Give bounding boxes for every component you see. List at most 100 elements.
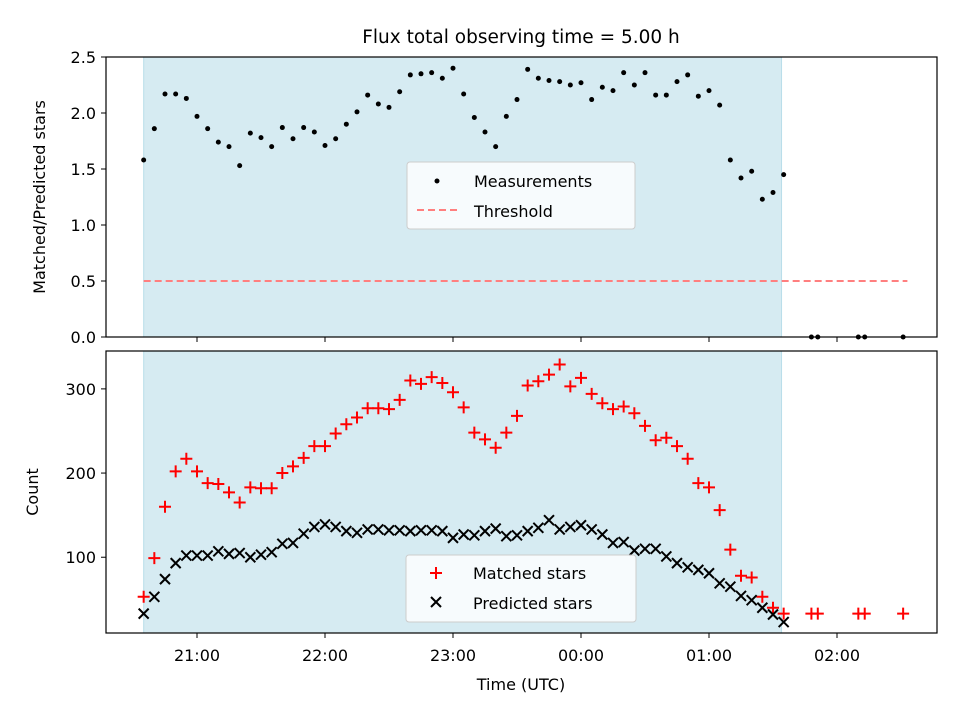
predicted-star-point [319, 518, 331, 531]
measurement-point [759, 196, 765, 202]
predicted-star-point [201, 549, 214, 562]
bottom-y-tick-label: 300 [65, 380, 96, 399]
matched-star-point [811, 607, 824, 620]
measurement-point [610, 88, 616, 94]
matched-star-point [191, 465, 203, 478]
matched-star-point [756, 590, 769, 603]
legend-predicted-marker [430, 596, 442, 608]
predicted-star-point [596, 528, 609, 541]
matched-star-point [858, 607, 871, 620]
measurement-point [173, 91, 179, 97]
measurement-point [407, 72, 413, 78]
matched-star-point [159, 500, 171, 513]
predicted-star-point [660, 550, 673, 563]
bottom-y-tick-label: 200 [65, 464, 96, 483]
predicted-star-point [756, 602, 769, 614]
matched-star-point [585, 387, 598, 400]
matched-star-point [297, 451, 310, 464]
top-y-tick-label: 0.5 [71, 272, 96, 291]
predicted-star-point [500, 530, 513, 542]
matched-star-point [777, 607, 790, 620]
legend-measurements-label: Measurements [474, 172, 592, 191]
legend-threshold-label: Threshold [473, 202, 553, 221]
top-y-tick-label: 0.0 [71, 328, 96, 347]
matched-star-point [329, 427, 342, 440]
measurement-point [247, 130, 253, 136]
predicted-star-point [393, 524, 406, 537]
matched-star-point [244, 481, 257, 494]
matched-star-point [425, 371, 438, 384]
measurement-point [727, 157, 733, 163]
top-panel-frame [105, 56, 938, 338]
measurement-point [514, 97, 520, 103]
measurement-point [717, 102, 723, 108]
predicted-star-point [223, 548, 235, 560]
measurement-point [567, 82, 573, 88]
bottom-panel-frame [105, 350, 938, 634]
matched-star-point [500, 426, 513, 439]
matched-star-point [897, 607, 910, 620]
x-tick-label: 22:00 [302, 646, 348, 665]
predicted-star-point [383, 524, 395, 537]
predicted-star-point [468, 529, 481, 542]
measurement-point [685, 72, 691, 78]
measurement-point [493, 144, 499, 150]
matched-star-point [724, 543, 737, 556]
predicted-star-point [148, 591, 161, 603]
measurement-point [151, 126, 157, 132]
predicted-star-point [532, 522, 545, 534]
predicted-star-point [511, 529, 523, 542]
predicted-star-point [340, 525, 353, 537]
predicted-star-point [585, 523, 598, 536]
matched-star-point [212, 478, 225, 491]
predicted-star-point [415, 524, 427, 537]
matched-star-point [340, 418, 353, 431]
predicted-star-point [255, 549, 267, 561]
measurement-point [557, 79, 563, 85]
predicted-star-point [351, 527, 363, 539]
measurement-point [695, 93, 701, 99]
matched-star-point [692, 477, 705, 490]
top-y-axis-label: Matched/Predicted stars [30, 100, 49, 294]
measurement-point [770, 190, 776, 196]
matched-star-point [457, 401, 470, 414]
matched-star-point [639, 419, 651, 432]
measurement-point [333, 136, 339, 142]
predicted-star-point [447, 532, 459, 544]
x-tick-label: 01:00 [686, 646, 732, 665]
bottom-y-tick-label: 100 [65, 548, 96, 567]
measurement-point [589, 97, 595, 103]
predicted-star-point [212, 545, 225, 558]
matched-star-point [319, 440, 331, 453]
measurement-point [674, 79, 680, 85]
matched-star-point [415, 377, 427, 390]
matched-star-point [543, 368, 555, 381]
predicted-star-point [191, 549, 203, 562]
predicted-star-point [607, 537, 619, 549]
predicted-star-point [777, 616, 790, 628]
matched-star-point [745, 571, 758, 584]
measurement-point [503, 113, 509, 119]
measurement-point [706, 88, 712, 94]
predicted-star-point [564, 521, 577, 533]
matched-star-point [521, 379, 534, 392]
predicted-star-point [489, 522, 502, 535]
matched-star-point [223, 486, 235, 499]
measurement-point [269, 144, 275, 150]
matched-star-point [703, 481, 715, 494]
matched-star-point [660, 431, 673, 444]
matched-star-point [617, 400, 630, 413]
measurement-point [418, 71, 424, 77]
matched-star-point [511, 409, 523, 422]
predicted-star-point [308, 521, 321, 533]
measurement-point [141, 157, 147, 163]
top-y-tick-label: 1.5 [71, 160, 96, 179]
predicted-star-point [692, 564, 705, 576]
predicted-star-point [617, 536, 630, 548]
x-tick-label: 21:00 [174, 646, 220, 665]
matched-star-point [489, 441, 502, 454]
measurement-point [578, 80, 584, 86]
x-tick-label: 23:00 [430, 646, 476, 665]
measurement-point [738, 175, 744, 181]
matched-star-point [383, 403, 395, 416]
